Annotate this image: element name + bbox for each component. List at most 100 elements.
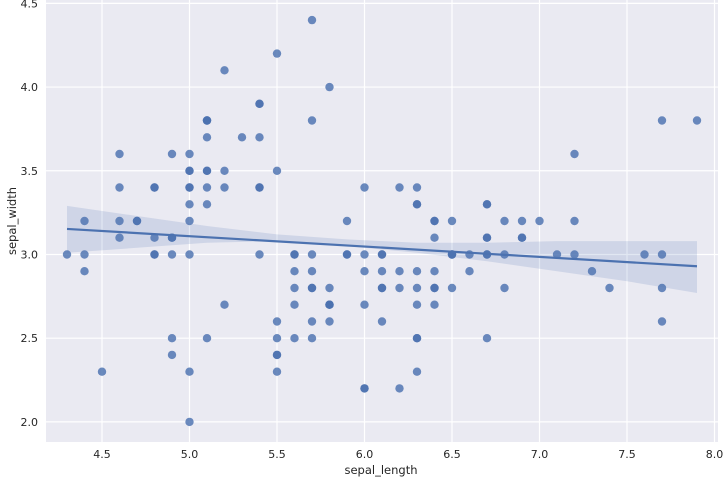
data-point (97, 367, 107, 376)
x-tick-label: 4.5 (93, 448, 111, 461)
data-point (167, 250, 177, 259)
x-tick-label: 7.0 (531, 448, 549, 461)
data-point (185, 417, 194, 427)
data-point (80, 250, 89, 259)
data-point (272, 350, 282, 360)
data-point (290, 334, 299, 343)
y-tick-label: 3.0 (21, 248, 39, 261)
data-point (360, 300, 369, 309)
x-tick-label: 8.0 (706, 448, 723, 461)
data-point (570, 216, 579, 226)
data-point (517, 233, 527, 242)
data-point (185, 216, 194, 226)
data-point (360, 250, 369, 259)
data-point (342, 216, 352, 226)
data-point (307, 283, 317, 293)
data-point (237, 133, 247, 142)
y-tick-label: 3.5 (21, 165, 39, 178)
data-point (535, 216, 544, 226)
data-point (570, 149, 579, 159)
data-point (395, 183, 404, 192)
y-tick-label: 2.5 (21, 332, 39, 345)
data-points (62, 15, 702, 427)
data-point (202, 183, 212, 192)
data-point (500, 283, 509, 293)
data-point (202, 133, 212, 142)
data-point (255, 99, 264, 109)
y-tick-label: 4.5 (21, 0, 39, 10)
data-point (395, 384, 404, 393)
data-point (465, 267, 474, 276)
data-point (220, 166, 229, 175)
data-point (307, 250, 317, 259)
data-point (377, 283, 387, 293)
data-point (395, 267, 404, 276)
y-tick-labels: 2.0 2.5 3.0 3.5 4.0 4.5 (21, 0, 39, 429)
plot-background (46, 0, 718, 442)
data-point (255, 183, 264, 192)
data-point (360, 384, 369, 393)
y-tick-label: 2.0 (21, 416, 39, 429)
x-tick-label: 7.5 (618, 448, 636, 461)
data-point (202, 166, 212, 175)
x-tick-label: 5.0 (181, 448, 199, 461)
data-point (377, 250, 387, 259)
data-point (325, 283, 334, 293)
data-point (657, 116, 667, 125)
data-point (62, 250, 72, 259)
data-point (150, 250, 159, 259)
data-point (115, 183, 124, 192)
data-point (167, 350, 177, 360)
data-point (272, 317, 282, 326)
data-point (290, 300, 299, 309)
data-point (80, 267, 89, 276)
data-point (430, 233, 439, 242)
data-point (167, 334, 177, 343)
data-point (185, 200, 194, 209)
data-point (307, 116, 317, 125)
data-point (657, 250, 667, 259)
data-point (412, 367, 422, 376)
data-point (360, 267, 369, 276)
x-tick-label: 6.5 (443, 448, 461, 461)
data-point (430, 300, 439, 309)
data-point (412, 200, 422, 209)
data-point (412, 334, 422, 343)
data-point (307, 334, 317, 343)
data-point (412, 300, 422, 309)
data-point (290, 250, 299, 259)
data-point (552, 250, 562, 259)
data-point (115, 216, 124, 226)
y-axis-label: sepal_width (5, 187, 19, 255)
y-tick-label: 4.0 (21, 81, 39, 94)
data-point (150, 183, 159, 192)
confidence-band (67, 205, 697, 293)
data-point (80, 216, 89, 226)
data-point (342, 250, 352, 259)
data-point (272, 166, 282, 175)
data-point (220, 183, 229, 192)
data-point (692, 116, 702, 125)
data-point (377, 317, 387, 326)
x-tick-labels: 4.5 5.0 5.5 6.0 6.5 7.0 7.5 8.0 (93, 448, 723, 461)
data-point (517, 216, 527, 226)
data-point (307, 267, 317, 276)
data-point (430, 267, 439, 276)
data-point (272, 49, 282, 58)
data-point (325, 82, 334, 92)
data-point (325, 300, 334, 309)
x-axis-label: sepal_length (344, 463, 417, 477)
data-point (290, 283, 299, 293)
data-point (202, 334, 212, 343)
data-point (307, 15, 317, 25)
data-point (360, 183, 369, 192)
data-point (482, 200, 492, 209)
data-point (430, 216, 439, 226)
data-point (605, 283, 614, 293)
data-point (657, 283, 667, 293)
data-point (412, 183, 422, 192)
data-point (307, 317, 317, 326)
data-point (482, 334, 492, 343)
data-point (272, 367, 282, 376)
